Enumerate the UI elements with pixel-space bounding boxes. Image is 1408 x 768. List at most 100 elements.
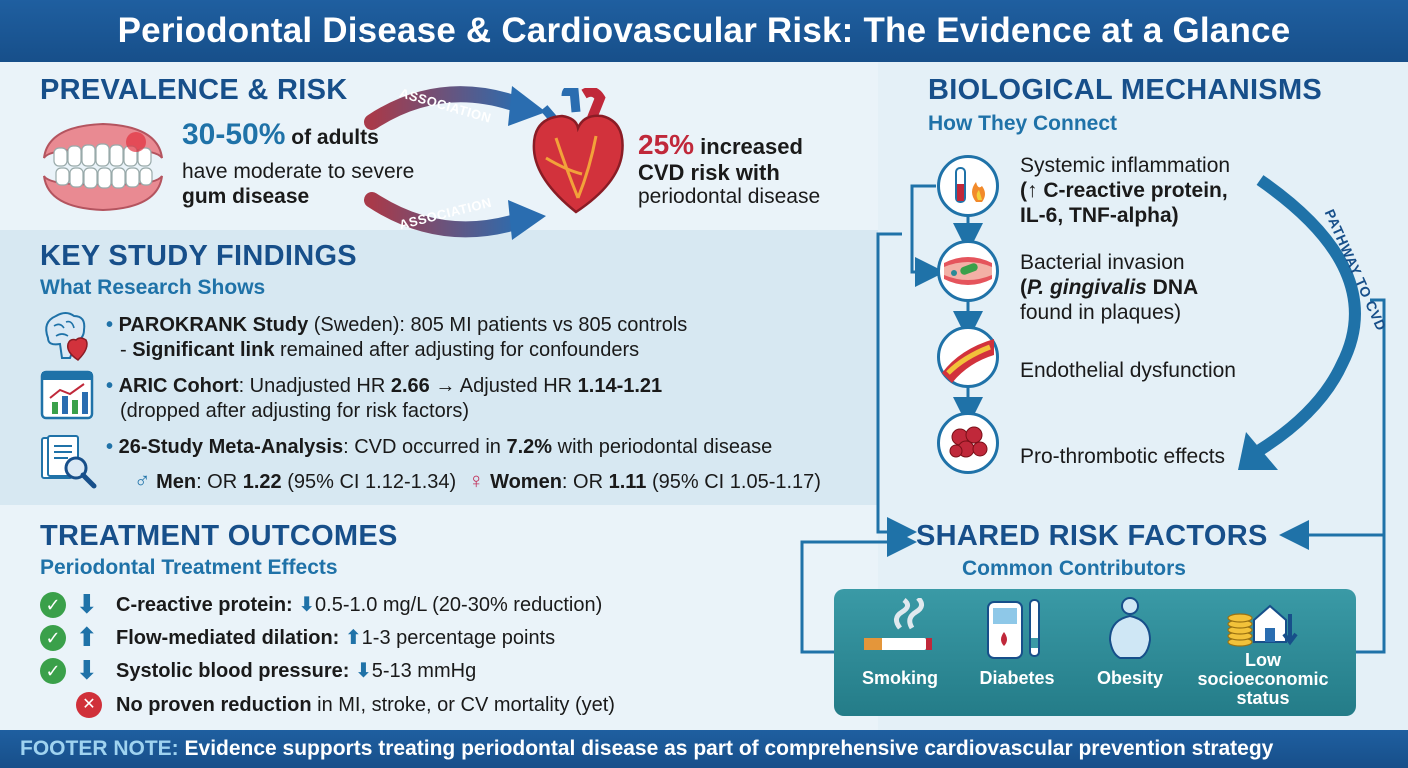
treatment-negative-rest: in MI, stroke, or CV mortality (yet) <box>311 694 615 716</box>
prevalence-stat1-pct: 30-50% <box>182 118 286 151</box>
footer-text: Evidence supports treating periodontal d… <box>178 737 1274 760</box>
prevalence-stat2-line3: periodontal disease <box>638 185 821 208</box>
risk-factor-smoking: Smoking <box>861 668 938 688</box>
mechanism-2-line1: Bacterial invasion <box>1020 251 1185 274</box>
page-title: Periodontal Disease & Cardiovascular Ris… <box>0 0 1408 62</box>
mechanism-2-line3: found in plaques) <box>1020 301 1182 324</box>
parokrank-line1: • PAROKRANK Study (Sweden): 805 MI patie… <box>106 313 687 338</box>
risk-factor-ses-line1: Low <box>1245 650 1281 670</box>
men-ci: (95% CI 1.12-1.34) <box>281 471 457 493</box>
prevalence-stat2-pct: 25% <box>638 129 695 160</box>
key-findings-heading: KEY STUDY FINDINGS <box>40 240 357 272</box>
meta-women-line: ♀ Women: OR 1.11 (95% CI 1.05-1.17) <box>468 468 821 495</box>
treatment-item-sbp-text: Systolic blood pressure: ⬇5-13 mmHg <box>116 659 476 684</box>
prevalence-stat1-suffix: of adults <box>291 126 379 149</box>
risk-factor-ses-line3: status <box>1236 688 1290 708</box>
obesity-icon <box>1108 597 1152 659</box>
bacteria-vessel-icon <box>937 240 999 302</box>
treatment-item-crp-text: C-reactive protein: ⬇0.5-1.0 mg/L (20-30… <box>116 593 602 618</box>
meta-text2: with periodontal disease <box>552 436 773 458</box>
aric-text2: → Adjusted HR <box>429 375 578 397</box>
shared-heading: SHARED RISK FACTORS <box>916 520 1268 552</box>
arrow-up-icon: ⬆ <box>344 627 362 649</box>
bullet: • <box>106 375 114 397</box>
women-or: 1.11 <box>608 471 647 493</box>
key-findings-subheading: What Research Shows <box>40 276 266 299</box>
treatment-item-value: 5-13 mmHg <box>371 660 477 682</box>
arrow-down-icon: ⬇ <box>298 594 316 616</box>
footer-note: FOOTER NOTE: Evidence supports treating … <box>0 730 1408 768</box>
aric-unadjusted-hr: 2.66 <box>390 375 430 397</box>
women-text: : OR <box>561 471 609 493</box>
prevalence-stat1-line1: 30-50% of adults <box>182 120 379 150</box>
arrow-down-icon: ⬇ <box>76 655 98 685</box>
meta-line1: • 26-Study Meta-Analysis: CVD occurred i… <box>106 435 772 460</box>
key-findings-panel <box>0 230 878 505</box>
women-ci: (95% CI 1.05-1.17) <box>646 471 821 493</box>
prevalence-stat1-line3: gum disease <box>182 185 310 208</box>
treatment-item-label: Systolic blood pressure: <box>116 660 350 682</box>
treatment-subheading: Periodontal Treatment Effects <box>40 556 338 579</box>
mechanism-1-line1: Systemic inflammation <box>1020 154 1231 177</box>
glucose-meter-icon <box>987 599 1040 659</box>
treatment-item-label: C-reactive protein: <box>116 594 293 616</box>
meta-pct: 7.2% <box>506 436 553 458</box>
mechanism-3: Endothelial dysfunction <box>1020 359 1236 382</box>
thrombus-icon <box>937 412 999 474</box>
meta-name: 26-Study Meta-Analysis <box>118 436 344 458</box>
risk-factor-diabetes: Diabetes <box>979 668 1055 688</box>
aric-text1: : Unadjusted HR <box>238 375 391 397</box>
low-ses-icon <box>1227 604 1298 647</box>
parokrank-line2: - Significant link remained after adjust… <box>120 338 639 363</box>
mechanism-2-line2: (P. gingivalis DNA <box>1020 275 1198 300</box>
parokrank-dash: - <box>120 339 133 361</box>
aric-adjusted-hr: 1.14-1.21 <box>577 375 663 397</box>
parokrank-text1: (Sweden): 805 MI patients vs 805 control… <box>308 314 688 336</box>
parokrank-link: Significant link <box>132 339 275 361</box>
mechanisms-subheading: How They Connect <box>928 112 1118 135</box>
treatment-item-fmd-text: Flow-mediated dilation: ⬆1-3 percentage … <box>116 626 555 651</box>
aric-name: ARIC Cohort <box>118 375 239 397</box>
aric-line1: • ARIC Cohort: Unadjusted HR 2.66 → Adju… <box>106 374 662 399</box>
mechanism-2-species: P. gingivalis <box>1027 276 1147 299</box>
meta-text1: : CVD occurred in <box>343 436 507 458</box>
treatment-panel <box>0 505 878 730</box>
prevalence-stat2-line2: CVD risk with <box>638 160 780 185</box>
mechanism-2-dna: DNA <box>1146 276 1199 299</box>
women-label: Women <box>490 471 562 493</box>
endothelial-icon <box>937 326 999 388</box>
risk-factor-obesity: Obesity <box>1096 668 1164 688</box>
bullet: • <box>106 436 114 458</box>
prevalence-heading: PREVALENCE & RISK <box>40 74 348 106</box>
bullet: • <box>106 314 114 336</box>
arrow-down-icon: ⬇ <box>354 660 372 682</box>
treatment-item-value: 0.5-1.0 mg/L (20-30% reduction) <box>315 594 603 616</box>
prevalence-stat2-line1: 25% increased <box>638 129 803 160</box>
arrow-down-icon: ⬇ <box>76 589 98 619</box>
bar-chart-icon <box>40 370 94 420</box>
cigarette-icon <box>864 598 932 650</box>
mechanism-flow-lines <box>800 175 1386 654</box>
heart-icon <box>532 88 624 214</box>
mechanism-1-line2: (↑ C-reactive protein, <box>1020 179 1228 202</box>
treatment-item-value: 1-3 percentage points <box>361 627 556 649</box>
meta-men-line: ♂ Men: OR 1.22 (95% CI 1.12-1.34) <box>134 468 456 495</box>
mechanisms-heading: BIOLOGICAL MECHANISMS <box>928 74 1323 106</box>
treatment-negative-bold: No proven reduction <box>116 694 312 716</box>
female-symbol-icon: ♀ <box>468 468 485 493</box>
arrow-up-icon: ⬆ <box>76 622 98 652</box>
document-magnifier-icon <box>41 435 97 489</box>
check-icon: ✓ <box>40 592 66 618</box>
men-or: 1.22 <box>242 471 282 493</box>
treatment-negative-text: No proven reduction in MI, stroke, or CV… <box>116 693 615 718</box>
parokrank-text2: remained after adjusting for confounders <box>274 339 640 361</box>
inflammation-icon <box>937 155 999 217</box>
prevalence-stat1-line2: have moderate to severe <box>182 160 415 183</box>
check-icon: ✓ <box>40 658 66 684</box>
gums-teeth-icon <box>43 122 163 212</box>
mechanism-4: Pro-thrombotic effects <box>1020 445 1226 468</box>
men-label: Men <box>156 471 197 493</box>
prevalence-stat2-suffix: increased <box>700 134 803 159</box>
treatment-item-label: Flow-mediated dilation: <box>116 627 340 649</box>
male-symbol-icon: ♂ <box>134 468 151 493</box>
